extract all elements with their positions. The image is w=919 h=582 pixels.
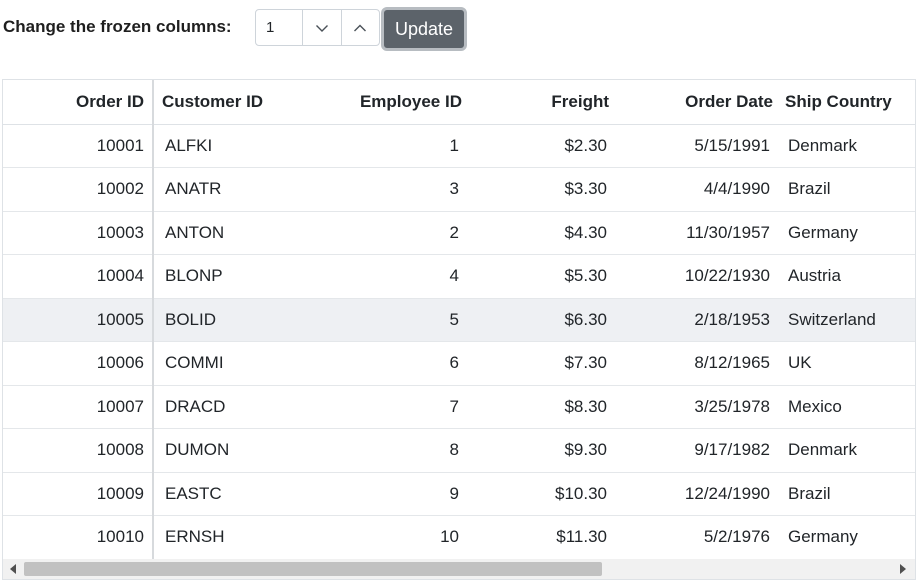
increment-button[interactable] — [340, 10, 380, 45]
cell-freight: $10.30 — [463, 472, 613, 516]
cell-ship-country: UK — [780, 341, 915, 386]
cell-employee-id: 9 — [313, 472, 463, 516]
scroll-right-button[interactable] — [897, 563, 909, 575]
frozen-columns-numeric-input — [255, 9, 380, 46]
grid-table: Order ID Customer ID Employee ID Freight… — [3, 80, 915, 560]
cell-order-id: 10001 — [3, 124, 154, 168]
cell-ship-country: Germany — [780, 515, 915, 560]
cell-freight: $7.30 — [463, 341, 613, 386]
cell-freight: $5.30 — [463, 254, 613, 299]
column-header-order-id[interactable]: Order ID — [3, 80, 154, 125]
cell-ship-country: Denmark — [780, 428, 915, 473]
update-button[interactable]: Update — [381, 7, 467, 51]
cell-customer-id: ALFKI — [153, 124, 313, 168]
cell-order-id: 10006 — [3, 341, 154, 386]
triangle-right-icon — [900, 564, 906, 574]
column-header-customer-id[interactable]: Customer ID — [153, 80, 313, 125]
chevron-up-icon — [354, 24, 367, 31]
cell-order-id: 10002 — [3, 167, 154, 212]
cell-ship-country: Austria — [780, 254, 915, 299]
cell-customer-id: ANTON — [153, 211, 313, 255]
cell-order-id: 10007 — [3, 385, 154, 429]
cell-order-date: 4/4/1990 — [613, 167, 780, 212]
triangle-left-icon — [10, 564, 16, 574]
data-grid: Order ID Customer ID Employee ID Freight… — [2, 79, 916, 580]
column-header-order-date[interactable]: Order Date — [613, 80, 780, 125]
cell-order-date: 8/12/1965 — [613, 341, 780, 386]
cell-freight: $3.30 — [463, 167, 613, 212]
cell-employee-id: 7 — [313, 385, 463, 429]
horizontal-scrollbar[interactable] — [3, 559, 915, 579]
cell-freight: $9.30 — [463, 428, 613, 473]
table-row[interactable]: 10004 BLONP 4 $5.30 10/22/1930 Austria — [3, 254, 915, 299]
table-row[interactable]: 10010 ERNSH 10 $11.30 5/2/1976 Germany — [3, 515, 915, 560]
cell-order-date: 5/2/1976 — [613, 515, 780, 560]
table-row[interactable]: 10001 ALFKI 1 $2.30 5/15/1991 Denmark — [3, 124, 915, 168]
frozen-columns-label: Change the frozen columns: — [3, 17, 232, 36]
cell-ship-country: Brazil — [780, 472, 915, 516]
cell-employee-id: 3 — [313, 167, 463, 212]
cell-order-id: 10009 — [3, 472, 154, 516]
cell-ship-country: Switzerland — [780, 298, 915, 342]
cell-order-id: 10010 — [3, 515, 154, 560]
cell-order-date: 12/24/1990 — [613, 472, 780, 516]
table-row[interactable]: 10005 BOLID 5 $6.30 2/18/1953 Switzerland — [3, 298, 915, 342]
cell-order-date: 11/30/1957 — [613, 211, 780, 255]
cell-employee-id: 10 — [313, 515, 463, 560]
table-row[interactable]: 10002 ANATR 3 $3.30 4/4/1990 Brazil — [3, 167, 915, 212]
cell-freight: $2.30 — [463, 124, 613, 168]
cell-order-id: 10003 — [3, 211, 154, 255]
table-row[interactable]: 10009 EASTC 9 $10.30 12/24/1990 Brazil — [3, 472, 915, 516]
cell-employee-id: 1 — [313, 124, 463, 168]
cell-customer-id: ANATR — [153, 167, 313, 212]
column-header-ship-country[interactable]: Ship Country — [780, 80, 915, 125]
cell-freight: $4.30 — [463, 211, 613, 255]
table-row[interactable]: 10003 ANTON 2 $4.30 11/30/1957 Germany — [3, 211, 915, 255]
cell-employee-id: 4 — [313, 254, 463, 299]
table-row[interactable]: 10008 DUMON 8 $9.30 9/17/1982 Denmark — [3, 428, 915, 473]
cell-ship-country: Germany — [780, 211, 915, 255]
grid-body: 10001 ALFKI 1 $2.30 5/15/1991 Denmark 10002 ANA… — [3, 124, 915, 560]
column-header-employee-id[interactable]: Employee ID — [313, 80, 463, 125]
cell-employee-id: 8 — [313, 428, 463, 473]
cell-customer-id: DRACD — [153, 385, 313, 429]
cell-customer-id: BOLID — [153, 298, 313, 342]
chevron-down-icon — [315, 24, 328, 32]
scrollbar-thumb[interactable] — [24, 562, 602, 576]
cell-order-date: 5/15/1991 — [613, 124, 780, 168]
cell-employee-id: 6 — [313, 341, 463, 386]
cell-order-date: 3/25/1978 — [613, 385, 780, 429]
cell-order-date: 2/18/1953 — [613, 298, 780, 342]
cell-order-id: 10008 — [3, 428, 154, 473]
frozen-columns-input[interactable] — [256, 10, 302, 45]
cell-order-date: 9/17/1982 — [613, 428, 780, 473]
cell-customer-id: BLONP — [153, 254, 313, 299]
cell-ship-country: Brazil — [780, 167, 915, 212]
header-row: Order ID Customer ID Employee ID Freight… — [3, 80, 915, 125]
cell-order-date: 10/22/1930 — [613, 254, 780, 299]
cell-ship-country: Mexico — [780, 385, 915, 429]
table-row[interactable]: 10007 DRACD 7 $8.30 3/25/1978 Mexico — [3, 385, 915, 429]
cell-freight: $6.30 — [463, 298, 613, 342]
cell-ship-country: Denmark — [780, 124, 915, 168]
table-row[interactable]: 10006 COMMI 6 $7.30 8/12/1965 UK — [3, 341, 915, 386]
cell-customer-id: COMMI — [153, 341, 313, 386]
cell-customer-id: DUMON — [153, 428, 313, 473]
cell-freight: $8.30 — [463, 385, 613, 429]
cell-freight: $11.30 — [463, 515, 613, 560]
column-header-freight[interactable]: Freight — [463, 80, 613, 125]
cell-employee-id: 5 — [313, 298, 463, 342]
cell-order-id: 10005 — [3, 298, 154, 342]
decrement-button[interactable] — [302, 10, 341, 45]
cell-employee-id: 2 — [313, 211, 463, 255]
cell-order-id: 10004 — [3, 254, 154, 299]
scroll-left-button[interactable] — [7, 563, 19, 575]
cell-customer-id: EASTC — [153, 472, 313, 516]
cell-customer-id: ERNSH — [153, 515, 313, 560]
